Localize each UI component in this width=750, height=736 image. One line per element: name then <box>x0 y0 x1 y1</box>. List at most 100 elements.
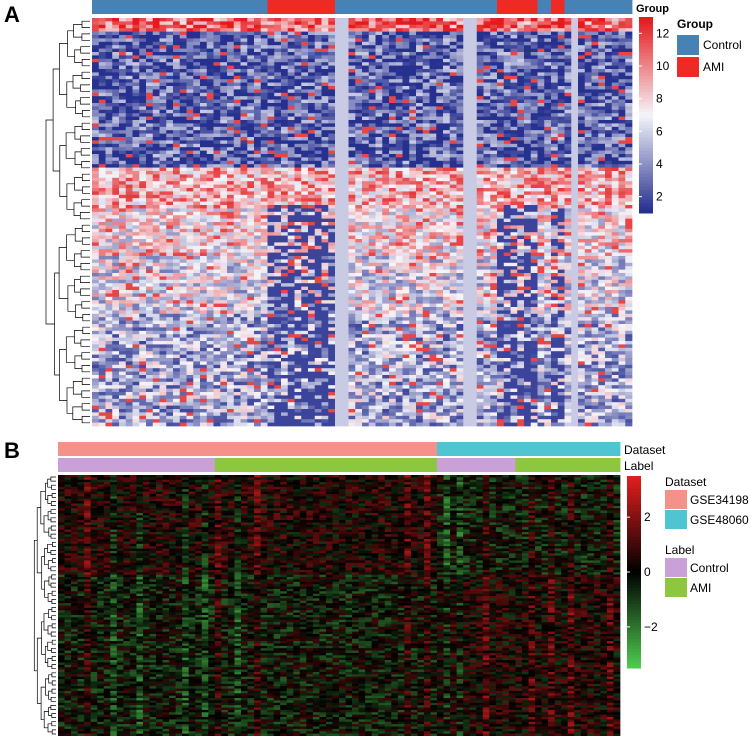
panel-a-heatmap-cell <box>105 160 113 165</box>
panel-a-heatmap-cell <box>497 126 505 131</box>
panel-a-heatmap-cell <box>436 208 444 213</box>
panel-a-heatmap-cell <box>260 218 268 223</box>
panel-a-heatmap-cell <box>254 164 262 168</box>
panel-a-heatmap-cell <box>524 89 532 94</box>
panel-a-heatmap-cell <box>98 41 106 46</box>
panel-a-heatmap-cell <box>436 123 444 128</box>
panel-a-heatmap-cell <box>308 123 316 128</box>
panel-a-heatmap-cell <box>294 45 302 49</box>
panel-a-heatmap-cell <box>429 48 437 53</box>
panel-a-heatmap-cell <box>449 65 457 70</box>
panel-a-heatmap-cell <box>213 75 221 80</box>
panel-a-heatmap-cell <box>544 174 552 179</box>
panel-a-heatmap-cell <box>105 147 113 151</box>
panel-a-heatmap-cell <box>179 205 187 209</box>
panel-a-heatmap-cell <box>382 106 390 111</box>
panel-a-heatmap-cell <box>605 82 613 87</box>
panel-a-heatmap-cell <box>348 177 356 182</box>
panel-a-heatmap-cell <box>112 45 120 49</box>
panel-a-heatmap-cell <box>362 103 370 107</box>
panel-a-heatmap-cell <box>611 45 619 49</box>
panel-a-heatmap-cell <box>416 181 424 185</box>
panel-a-heatmap-cell <box>355 225 363 230</box>
panel-a-heatmap-cell <box>571 113 579 117</box>
panel-a-heatmap-cell <box>152 72 160 77</box>
panel-a-heatmap-cell <box>470 218 478 223</box>
panel-a-heatmap-cell <box>510 164 518 168</box>
panel-a-heatmap-cell <box>287 35 295 39</box>
panel-a-heatmap-cell <box>179 28 187 32</box>
panel-a-heatmap-cell <box>429 147 437 151</box>
panel-a-heatmap-cell <box>159 201 167 206</box>
panel-a-heatmap-cell <box>125 130 133 134</box>
panel-a-heatmap-cell <box>517 140 525 145</box>
panel-a-heatmap-cell <box>132 106 140 111</box>
panel-a-heatmap-cell <box>618 208 626 213</box>
panel-a-heatmap-cell <box>456 157 464 162</box>
panel-a-heatmap-cell <box>551 65 559 70</box>
panel-a-heatmap-cell <box>206 109 214 114</box>
panel-a-heatmap-cell <box>179 38 187 43</box>
panel-a-heatmap-cell <box>335 69 343 73</box>
panel-a-heatmap-cell <box>281 222 289 226</box>
panel-a-heatmap-cell <box>449 222 457 226</box>
panel-a-heatmap-cell <box>571 92 579 97</box>
panel-a-heatmap-cell <box>611 38 619 43</box>
panel-a-heatmap-cell <box>611 52 619 56</box>
panel-a-heatmap-cell <box>166 191 174 196</box>
panel-a-heatmap-cell <box>308 99 316 104</box>
panel-a-heatmap-cell <box>213 86 221 90</box>
panel-a-heatmap-cell <box>355 123 363 128</box>
panel-a-heatmap-cell <box>355 222 363 226</box>
panel-a-heatmap-cell <box>551 198 559 202</box>
panel-a-heatmap-cell <box>625 225 633 230</box>
panel-a-heatmap-cell <box>578 21 586 26</box>
panel-a-heatmap-cell <box>409 164 417 168</box>
panel-a-heatmap-cell <box>240 18 248 22</box>
panel-a-heatmap-cell <box>497 21 505 26</box>
panel-a-heatmap-cell <box>443 58 451 63</box>
panel-a-heatmap-cell <box>382 109 390 114</box>
panel-a-heatmap-cell <box>159 86 167 90</box>
panel-a-heatmap-cell <box>260 137 268 141</box>
panel-a-heatmap-cell <box>341 92 349 97</box>
panel-a-heatmap-cell <box>159 89 167 94</box>
panel-a-heatmap-cell <box>557 123 565 128</box>
panel-a-heatmap-cell <box>605 174 613 179</box>
panel-a-heatmap-cell <box>287 184 295 189</box>
panel-a-heatmap-cell <box>422 45 430 49</box>
panel-a-heatmap-cell <box>544 89 552 94</box>
panel-a-heatmap-cell <box>429 198 437 202</box>
panel-a-heatmap-cell <box>578 194 586 199</box>
panel-a-heatmap-cell <box>240 201 248 206</box>
panel-a-heatmap-cell <box>368 113 376 117</box>
panel-a-heatmap-cell <box>173 218 181 223</box>
panel-a-heatmap-cell <box>119 55 127 60</box>
panel-a-heatmap-cell <box>179 150 187 155</box>
panel-a-heatmap-cell <box>193 72 201 77</box>
panel-a-heatmap-cell <box>389 24 397 29</box>
panel-a-heatmap-cell <box>328 160 336 165</box>
panel-a-heatmap-cell <box>395 201 403 206</box>
panel-a-heatmap-cell <box>308 79 316 83</box>
panel-a-heatmap-cell <box>564 177 572 182</box>
panel-a-heatmap-cell <box>105 62 113 66</box>
panel-a-heatmap-cell <box>375 126 383 131</box>
panel-a-heatmap-cell <box>389 167 397 172</box>
panel-a-heatmap-cell <box>584 24 592 29</box>
panel-a-heatmap-cell <box>301 120 309 124</box>
panel-a-heatmap-cell <box>429 41 437 46</box>
panel-a-heatmap-cell <box>395 140 403 145</box>
panel-a-heatmap-cell <box>112 120 120 124</box>
panel-a-heatmap-cell <box>274 18 282 22</box>
panel-a-heatmap-cell <box>200 35 208 39</box>
panel-a-heatmap-cell <box>227 188 235 192</box>
panel-a-heatmap-cell <box>436 41 444 46</box>
panel-a-heatmap-cell <box>395 205 403 209</box>
panel-a-heatmap-cell <box>92 120 100 124</box>
panel-a-heatmap-cell <box>422 89 430 94</box>
panel-a-heatmap-cell <box>443 191 451 196</box>
panel-a-heatmap-cell <box>301 205 309 209</box>
panel-a-heatmap-cell <box>159 147 167 151</box>
panel-a-heatmap-cell <box>503 198 511 202</box>
